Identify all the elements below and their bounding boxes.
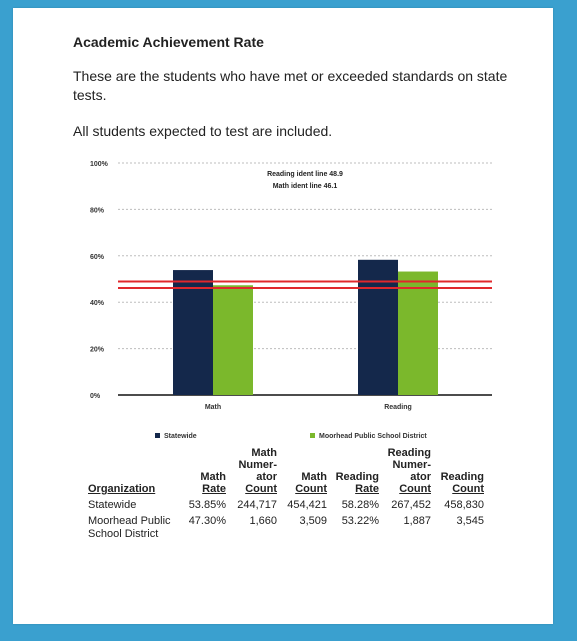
y-tick-label: 20% [90, 347, 105, 354]
y-tick-label: 0% [90, 393, 101, 400]
legend-swatch [155, 433, 160, 438]
bar-math-district [213, 285, 253, 395]
bar-math-statewide [173, 270, 213, 395]
legend-label: Moorhead Public School District [319, 433, 427, 440]
value-cell: 1,660 [249, 515, 277, 527]
value-cell: 244,717 [237, 499, 277, 511]
value-cell: 1,887 [403, 515, 431, 527]
column-header: Reading Rate [335, 471, 379, 495]
description-paragraph: These are the students who have met or e… [73, 68, 508, 103]
column-header: Organization [88, 483, 156, 495]
y-tick-label: 60% [90, 254, 105, 261]
value-cell: 53.22% [341, 515, 379, 527]
table-row: Moorhead Public School District 47.30% 1,6… [88, 513, 484, 542]
column-header: Math Rate [200, 471, 226, 495]
y-tick-label: 100% [90, 161, 109, 168]
y-tick-label: 40% [90, 300, 105, 307]
bar-reading-district [398, 271, 438, 395]
content-card [13, 8, 553, 624]
y-tick-label: 80% [90, 207, 105, 214]
value-cell: 454,421 [287, 499, 327, 511]
x-tick-label: Math [205, 404, 221, 411]
organization-cell: Statewide [88, 499, 137, 511]
bar-reading-statewide [358, 259, 398, 395]
column-header: Math Count [295, 471, 327, 495]
value-cell: 3,509 [299, 515, 327, 527]
value-cell: 3,545 [456, 515, 484, 527]
value-cell: 53.85% [188, 499, 226, 511]
legend-swatch [310, 433, 315, 438]
table-row: Statewide 53.85% 244,717 454,421 58.28% 267,4… [88, 497, 484, 513]
value-cell: 47.30% [188, 515, 226, 527]
legend-label: Statewide [164, 433, 197, 440]
column-header: Math Numer-ator Count [238, 447, 277, 495]
value-cell: 267,452 [391, 499, 431, 511]
table-header-row: Organization Math Rate Math Numer-ator Count M… [88, 447, 484, 497]
value-cell: 58.28% [341, 499, 379, 511]
achievement-table: Organization Math Rate Math Numer-ator Count M… [88, 447, 484, 542]
column-header: Reading Numer-ator Count [387, 447, 431, 495]
inclusion-note: All students expected to test are includ… [73, 123, 333, 139]
value-cell: 458,830 [444, 499, 484, 511]
section-title: Academic Achievement Rate [73, 34, 264, 50]
organization-cell: Moorhead Public School District [88, 515, 171, 540]
reference-line-label: Math ident line 46.1 [273, 183, 338, 190]
column-header: Reading Count [440, 471, 484, 495]
reference-line-label: Reading ident line 48.9 [267, 171, 343, 178]
x-tick-label: Reading [384, 404, 412, 411]
